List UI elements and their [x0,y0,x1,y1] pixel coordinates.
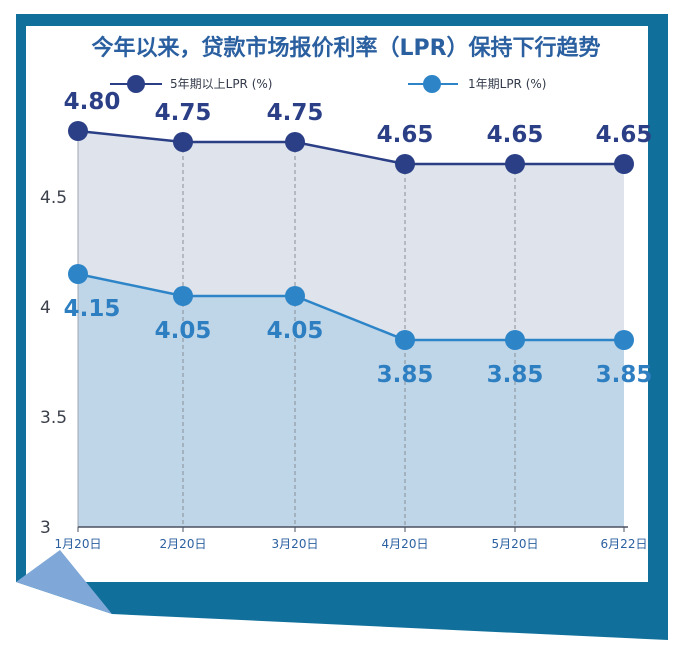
data-label-1y: 3.85 [487,362,544,388]
x-tick-label: 4月20日 [382,537,429,551]
data-label-1y: 3.85 [377,362,434,388]
y-tick-label: 3 [40,518,51,538]
y-tick-label: 3.5 [40,408,67,428]
data-label-5y: 4.65 [487,122,544,148]
series-line-5y [77,129,624,166]
point-1y [68,264,88,284]
point-5y [68,121,88,141]
data-label-5y: 4.75 [155,100,212,126]
y-tick-label: 4 [40,298,51,318]
point-1y [173,286,193,306]
point-1y [285,286,305,306]
data-label-5y: 4.65 [596,122,653,148]
area-1y [78,274,624,527]
data-label-5y: 4.65 [377,122,434,148]
point-1y [505,330,525,350]
x-tick-label: 2月20日 [160,537,207,551]
legend-label-5y: 5年期以上LPR (%) [170,77,272,91]
point-1y [395,330,415,350]
point-5y [395,154,415,174]
legend-marker-5y [127,75,145,93]
data-label-1y: 4.15 [64,296,121,322]
legend-marker-1y [423,75,441,93]
y-tick-label: 4.5 [40,188,67,208]
corner-fold [16,550,112,614]
data-label-1y: 4.05 [155,318,212,344]
point-5y [505,154,525,174]
point-1y [614,330,634,350]
x-tick-label: 6月22日 [601,537,648,551]
x-tick-label: 3月20日 [272,537,319,551]
x-tick-label: 5月20日 [492,537,539,551]
series-line-1y [77,272,624,342]
point-5y [614,154,634,174]
data-label-1y: 4.05 [267,318,324,344]
chart-title: 今年以来，贷款市场报价利率（LPR）保持下行趋势 [91,35,600,61]
data-label-5y: 4.75 [267,100,324,126]
point-5y [285,132,305,152]
point-5y [173,132,193,152]
x-tick-label: 1月20日 [55,537,102,551]
data-label-1y: 3.85 [596,362,653,388]
data-label-5y: 4.80 [64,89,121,115]
legend-label-1y: 1年期LPR (%) [468,77,546,91]
